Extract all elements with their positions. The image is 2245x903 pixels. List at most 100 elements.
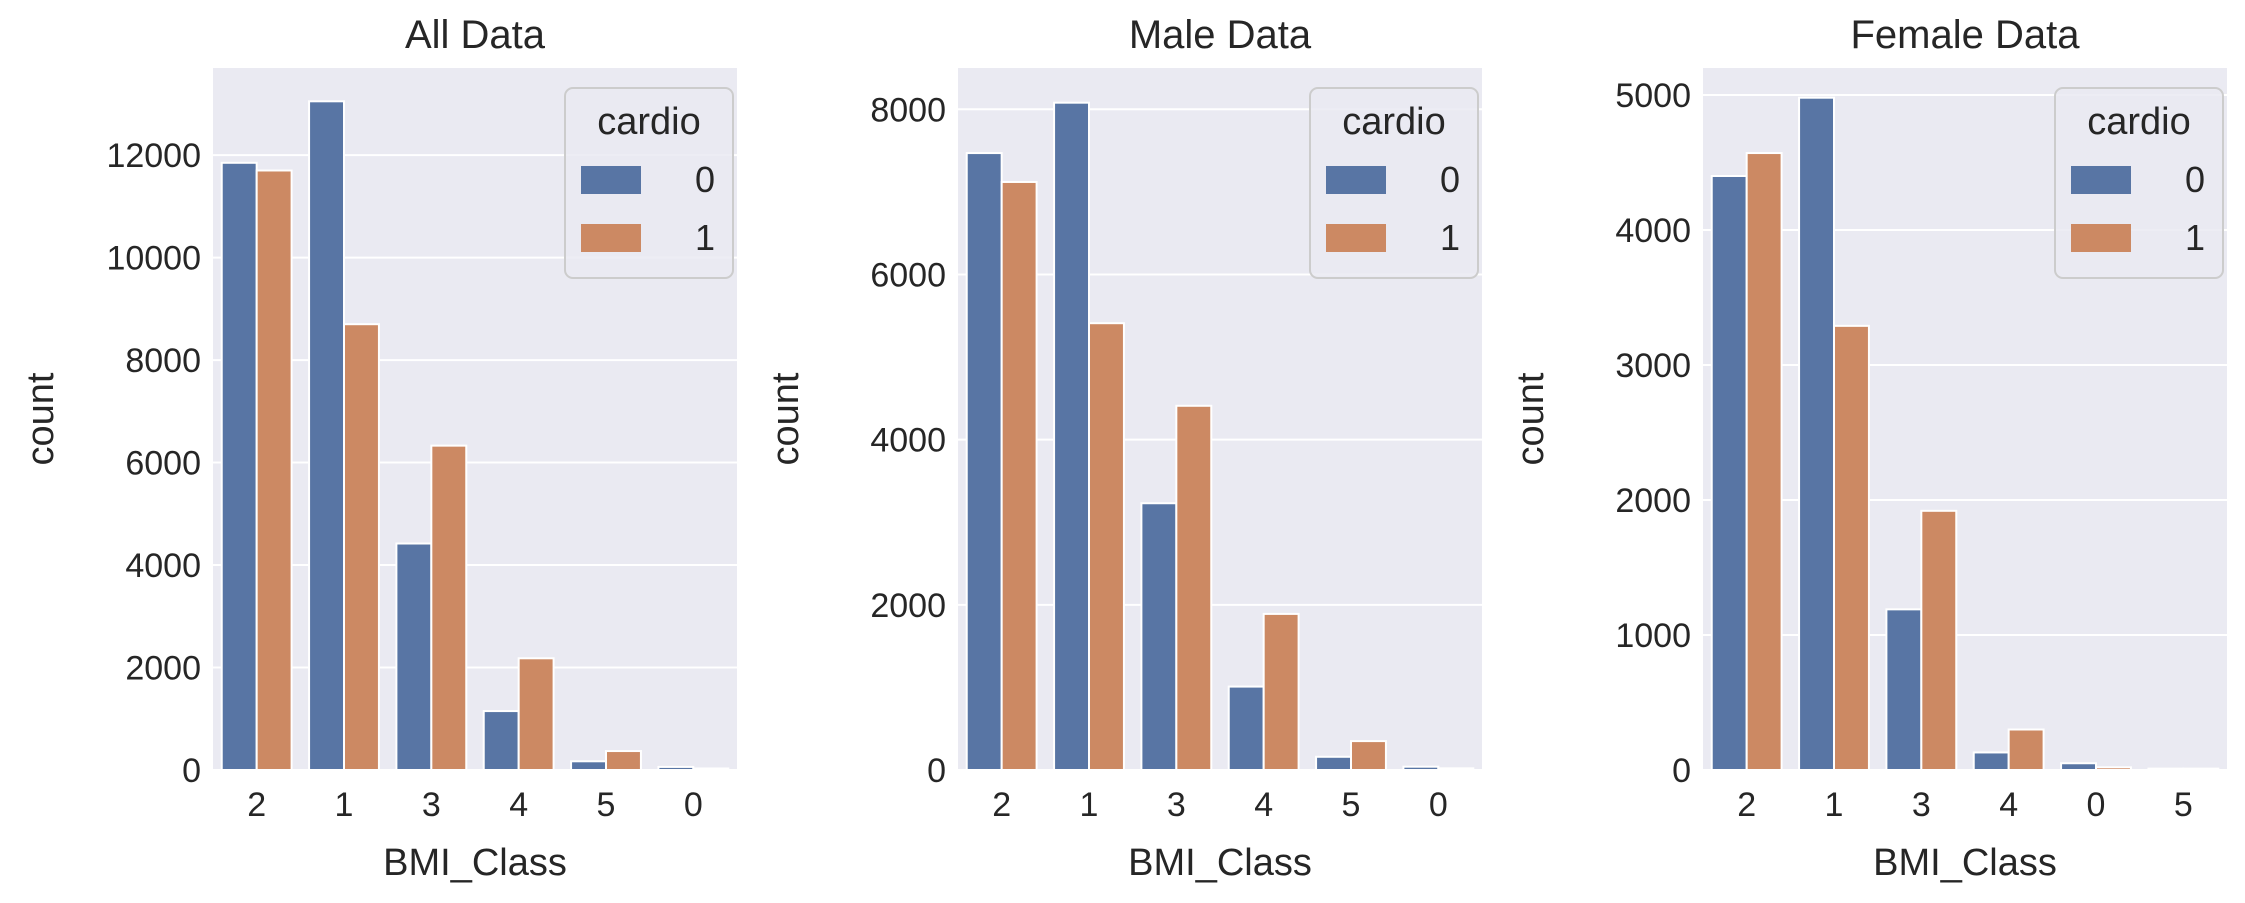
x-tick-label: 3 bbox=[1912, 786, 1931, 824]
y-axis-label: count bbox=[20, 372, 62, 465]
bar-series0-cat3 bbox=[395, 542, 433, 771]
legend: cardio 0 1 bbox=[1309, 87, 1479, 279]
bar-series1-cat3 bbox=[1175, 404, 1213, 771]
chart-title: Female Data bbox=[1851, 13, 2081, 57]
x-tick-label: 3 bbox=[422, 786, 441, 824]
bar-series1-cat0 bbox=[1437, 767, 1475, 771]
bar-series0-cat4 bbox=[1972, 751, 2010, 772]
y-tick-label: 4000 bbox=[1615, 212, 1691, 250]
bar-series0-cat3 bbox=[1140, 502, 1178, 771]
y-tick-label: 6000 bbox=[870, 256, 946, 294]
bar-series0-cat0 bbox=[2060, 762, 2097, 771]
x-tick-label: 2 bbox=[1737, 786, 1756, 824]
bar-series1-cat3 bbox=[1920, 509, 1958, 771]
legend-swatch-1 bbox=[581, 224, 641, 252]
x-tick-label: 5 bbox=[597, 786, 616, 824]
y-tick-label: 8000 bbox=[870, 91, 946, 129]
legend-swatch-0 bbox=[2071, 166, 2131, 194]
bar-series1-cat0 bbox=[2095, 766, 2132, 771]
x-tick-label: 0 bbox=[684, 786, 703, 824]
bar-series1-cat4 bbox=[2007, 728, 2045, 771]
legend-swatch-0 bbox=[1326, 166, 1386, 194]
x-tick-label: 3 bbox=[1167, 786, 1186, 824]
bar-series0-cat0 bbox=[1402, 765, 1440, 772]
x-tick-label: 1 bbox=[1825, 786, 1844, 824]
chart-title: Male Data bbox=[1129, 13, 1312, 57]
legend-label: 0 bbox=[695, 159, 715, 200]
legend-label: 1 bbox=[1440, 217, 1460, 258]
y-tick-label: 2000 bbox=[1615, 482, 1691, 520]
legend-title: cardio bbox=[2087, 101, 2191, 143]
bar-series0-cat2 bbox=[220, 161, 258, 772]
y-axis-label: count bbox=[1510, 372, 1552, 465]
x-tick-label: 4 bbox=[1254, 786, 1273, 824]
x-axis-label: BMI_Class bbox=[1873, 842, 2057, 884]
y-tick-label: 4000 bbox=[870, 422, 946, 460]
x-axis-label: BMI_Class bbox=[1128, 842, 1312, 884]
bar-series0-cat1 bbox=[1798, 96, 1835, 771]
chart-title: All Data bbox=[405, 13, 546, 57]
bar-series0-cat0 bbox=[657, 765, 695, 771]
x-tick-label: 2 bbox=[247, 786, 266, 824]
bar-series0-cat5 bbox=[1315, 755, 1352, 772]
legend-title: cardio bbox=[597, 101, 701, 143]
y-tick-label: 6000 bbox=[125, 445, 201, 483]
bar-series0-cat1 bbox=[308, 100, 346, 771]
y-tick-label: 2000 bbox=[125, 650, 201, 688]
y-tick-label: 8000 bbox=[125, 342, 201, 380]
bar-series0-cat1 bbox=[1053, 101, 1090, 771]
x-tick-label: 0 bbox=[2087, 786, 2106, 824]
bar-series1-cat4 bbox=[517, 657, 555, 771]
y-tick-label: 10000 bbox=[106, 240, 201, 278]
bar-series0-cat2 bbox=[1710, 175, 1748, 771]
bar-series0-cat4 bbox=[482, 710, 520, 772]
y-tick-label: 0 bbox=[182, 752, 201, 790]
legend-swatch-1 bbox=[1326, 224, 1386, 252]
bar-series1-cat2 bbox=[255, 169, 293, 771]
x-tick-label: 5 bbox=[2174, 786, 2193, 824]
bar-series1-cat1 bbox=[1088, 322, 1125, 771]
bar-series1-cat2 bbox=[1000, 180, 1038, 772]
x-axis-label: BMI_Class bbox=[383, 842, 567, 884]
y-tick-label: 3000 bbox=[1615, 347, 1691, 385]
legend-title: cardio bbox=[1342, 101, 1446, 143]
bar-series1-cat2 bbox=[1745, 152, 1783, 772]
y-axis-label: count bbox=[765, 372, 807, 465]
bar-series1-cat1 bbox=[343, 323, 380, 771]
x-tick-label: 4 bbox=[509, 786, 528, 824]
y-tick-label: 2000 bbox=[870, 587, 946, 625]
y-tick-label: 12000 bbox=[106, 137, 201, 175]
bar-series1-cat5 bbox=[605, 750, 642, 772]
x-tick-label: 4 bbox=[1999, 786, 2018, 824]
y-tick-label: 5000 bbox=[1615, 77, 1691, 115]
bar-series1-cat5 bbox=[1350, 740, 1387, 771]
legend-swatch-0 bbox=[581, 166, 641, 194]
legend-label: 0 bbox=[1440, 159, 1460, 200]
y-tick-label: 0 bbox=[1672, 752, 1691, 790]
legend-label: 1 bbox=[2185, 217, 2205, 258]
legend-swatch-1 bbox=[2071, 224, 2131, 252]
bar-series1-cat4 bbox=[1262, 612, 1300, 772]
subplot-2: 0 2000 4000 6000 8000 2 1 3 4 5 0 Male Data BMI_Clas… bbox=[765, 13, 1482, 884]
y-tick-label: 0 bbox=[927, 752, 946, 790]
bar-series0-cat4 bbox=[1227, 685, 1265, 771]
bar-series0-cat5 bbox=[570, 760, 607, 772]
legend: cardio 0 1 bbox=[2054, 87, 2224, 279]
bar-series0-cat3 bbox=[1885, 608, 1923, 771]
x-tick-label: 5 bbox=[1342, 786, 1361, 824]
bar-series1-cat3 bbox=[430, 444, 468, 771]
bar-series1-cat5 bbox=[2182, 767, 2220, 772]
y-tick-label: 4000 bbox=[125, 547, 201, 585]
subplot-3: 0 1000 2000 3000 4000 5000 2 1 3 4 0 5 Female Data BM… bbox=[1510, 13, 2227, 884]
y-tick-label: 1000 bbox=[1615, 617, 1691, 655]
bar-series0-cat5 bbox=[2147, 767, 2185, 772]
legend-label: 1 bbox=[695, 217, 715, 258]
bar-series1-cat0 bbox=[692, 767, 730, 771]
x-tick-label: 2 bbox=[992, 786, 1011, 824]
x-tick-label: 1 bbox=[1080, 786, 1099, 824]
legend-label: 0 bbox=[2185, 159, 2205, 200]
legend: cardio 0 1 bbox=[564, 87, 734, 279]
bar-series1-cat1 bbox=[1833, 324, 1870, 771]
subplot-1: 0 2000 4000 6000 8000 10000 12000 2 1 3 4 5 0 All Dat… bbox=[20, 13, 737, 884]
